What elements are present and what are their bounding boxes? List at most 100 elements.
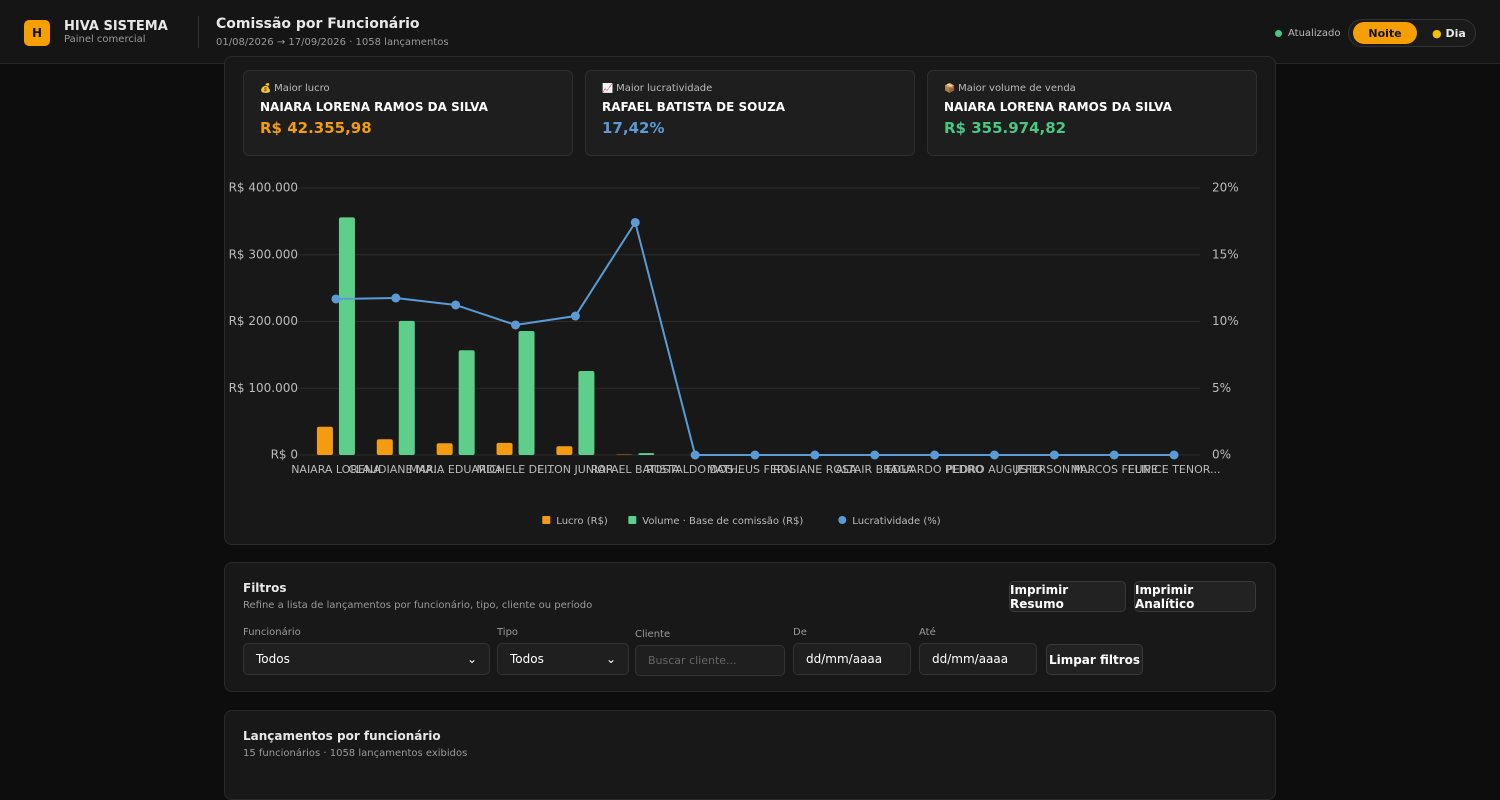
employee-select[interactable]: Todos ⌄	[243, 643, 490, 675]
divider	[198, 16, 199, 48]
theme-day[interactable]: ● Dia	[1432, 27, 1466, 40]
kpi-value: R$ 355.974,82	[944, 119, 1240, 137]
theme-night[interactable]: Noite	[1353, 22, 1417, 44]
kpi-icon: 📈	[602, 84, 616, 94]
kpi-label: Maior volume de venda	[958, 83, 1076, 94]
legend-label: Volume · Base de comissão (R$)	[642, 516, 803, 527]
y-tick-label: R$ 100.000	[229, 381, 298, 395]
kind-select[interactable]: Todos ⌄	[497, 643, 629, 675]
brand-sub: Painel comercial	[64, 34, 146, 45]
bar	[399, 321, 415, 455]
kpi-value: 17,42%	[602, 119, 898, 137]
list-subtitle: 15 funcionários · 1058 lançamentos exibi…	[243, 748, 467, 759]
y-tick-label: R$ 300.000	[229, 247, 298, 261]
line-point	[870, 451, 879, 460]
legend-label: Lucratividade (%)	[852, 516, 940, 527]
line-point	[451, 300, 460, 309]
line-point	[391, 294, 400, 303]
list-title: Lançamentos por funcionário	[243, 729, 441, 743]
line-point	[810, 451, 819, 460]
filters-subtitle: Refine a lista de lançamentos por funcio…	[243, 600, 592, 611]
status: Atualizado	[1288, 28, 1340, 39]
sun-icon: ●	[1432, 27, 1442, 40]
y2-tick-label: 20%	[1212, 181, 1239, 195]
clear-filters[interactable]: Limpar filtros	[1046, 644, 1143, 675]
bar	[377, 439, 393, 455]
logo: H	[24, 20, 50, 46]
y-tick-label: R$ 200.000	[229, 314, 298, 328]
chart: R$ 0 R$ 100.000 R$ 200.000 R$ 300.000 R$ 400…	[224, 165, 1276, 540]
kpi-name: RAFAEL BATISTA DE SOUZA	[602, 100, 898, 114]
y2-tick-label: 15%	[1212, 247, 1239, 261]
line-point	[571, 312, 580, 321]
page: H HIVA SISTEMA Painel comercial Comissão…	[0, 0, 1500, 782]
select-value: Todos	[256, 652, 290, 666]
line-point	[511, 320, 520, 329]
bar	[638, 453, 654, 455]
page-subtitle: 01/08/2026 → 17/09/2026 · 1058 lançament…	[216, 37, 449, 48]
theme-day-label: Dia	[1445, 27, 1465, 40]
page-title: Comissão por Funcionário	[216, 16, 420, 32]
kpi-name: NAIARA LORENA RAMOS DA SILVA	[944, 100, 1240, 114]
line-point	[751, 451, 760, 460]
line-point	[990, 451, 999, 460]
kpi-label-row: 💰 Maior lucro	[260, 83, 556, 94]
y2-tick-label: 0%	[1212, 448, 1231, 462]
kpi-label-row: 📈 Maior lucratividade	[602, 83, 898, 94]
filters-card: Filtros Refine a lista de lançamentos po…	[224, 562, 1276, 692]
chevron: ⌄	[467, 652, 477, 666]
chevron: ⌄	[606, 652, 616, 666]
legend-swatch	[838, 516, 846, 524]
bar	[317, 427, 333, 455]
bar	[437, 443, 453, 455]
kpi-label: Maior lucratividade	[616, 83, 712, 94]
kpi-card: 📈 Maior lucratividade RAFAEL BATISTA DE S…	[585, 70, 915, 156]
legend-swatch	[628, 516, 636, 524]
from-date[interactable]: dd/mm/aaaa	[793, 643, 911, 675]
placeholder: Buscar cliente...	[648, 654, 737, 667]
bar	[459, 350, 475, 455]
print-summary[interactable]: Imprimir Resumo	[1009, 581, 1126, 612]
date-value: dd/mm/aaaa	[932, 652, 1008, 666]
kpi-card: 💰 Maior lucro NAIARA LORENA RAMOS DA SILV…	[243, 70, 573, 156]
kpi-label-row: 📦 Maior volume de venda	[944, 83, 1240, 94]
field-label: De	[793, 627, 807, 638]
kpi-label: Maior lucro	[274, 83, 330, 94]
kpi-icon: 📦	[944, 84, 958, 94]
field-label: Até	[919, 627, 936, 638]
to-date[interactable]: dd/mm/aaaa	[919, 643, 1037, 675]
bar	[519, 331, 535, 455]
theme-night-label: Noite	[1368, 27, 1401, 40]
list-card: Lançamentos por funcionário 15 funcionár…	[224, 710, 1276, 800]
field-label: Tipo	[497, 627, 518, 638]
date-value: dd/mm/aaaa	[806, 652, 882, 666]
legend-swatch	[542, 516, 550, 524]
y2-tick-label: 5%	[1212, 381, 1231, 395]
bar	[497, 443, 513, 455]
status-dot	[1275, 30, 1282, 37]
y-tick-label: R$ 0	[271, 448, 298, 462]
client-input[interactable]: Buscar cliente...	[635, 645, 785, 676]
y2-tick-label: 10%	[1212, 314, 1239, 328]
legend-label: Lucro (R$)	[556, 516, 608, 527]
y-tick-label: R$ 400.000	[229, 181, 298, 195]
bar	[556, 446, 572, 455]
bar	[339, 217, 355, 455]
kpi-name: NAIARA LORENA RAMOS DA SILVA	[260, 100, 556, 114]
line-point	[1050, 451, 1059, 460]
header: H HIVA SISTEMA Painel comercial Comissão…	[0, 0, 1500, 64]
line-point	[930, 451, 939, 460]
line-point	[1110, 451, 1119, 460]
line-point	[631, 218, 640, 227]
bar	[578, 371, 594, 455]
filters-title: Filtros	[243, 581, 286, 595]
brand: HIVA SISTEMA	[64, 19, 168, 34]
kpi-icon: 💰	[260, 84, 274, 94]
print-detail[interactable]: Imprimir Analítico	[1134, 581, 1256, 612]
kpi-card: 📦 Maior volume de venda NAIARA LORENA RAM…	[927, 70, 1257, 156]
line-point	[331, 294, 340, 303]
line-point	[691, 451, 700, 460]
select-value: Todos	[510, 652, 544, 666]
x-tick-label: EUNICE TENOR...	[1128, 463, 1221, 476]
kpi-value: R$ 42.355,98	[260, 119, 556, 137]
